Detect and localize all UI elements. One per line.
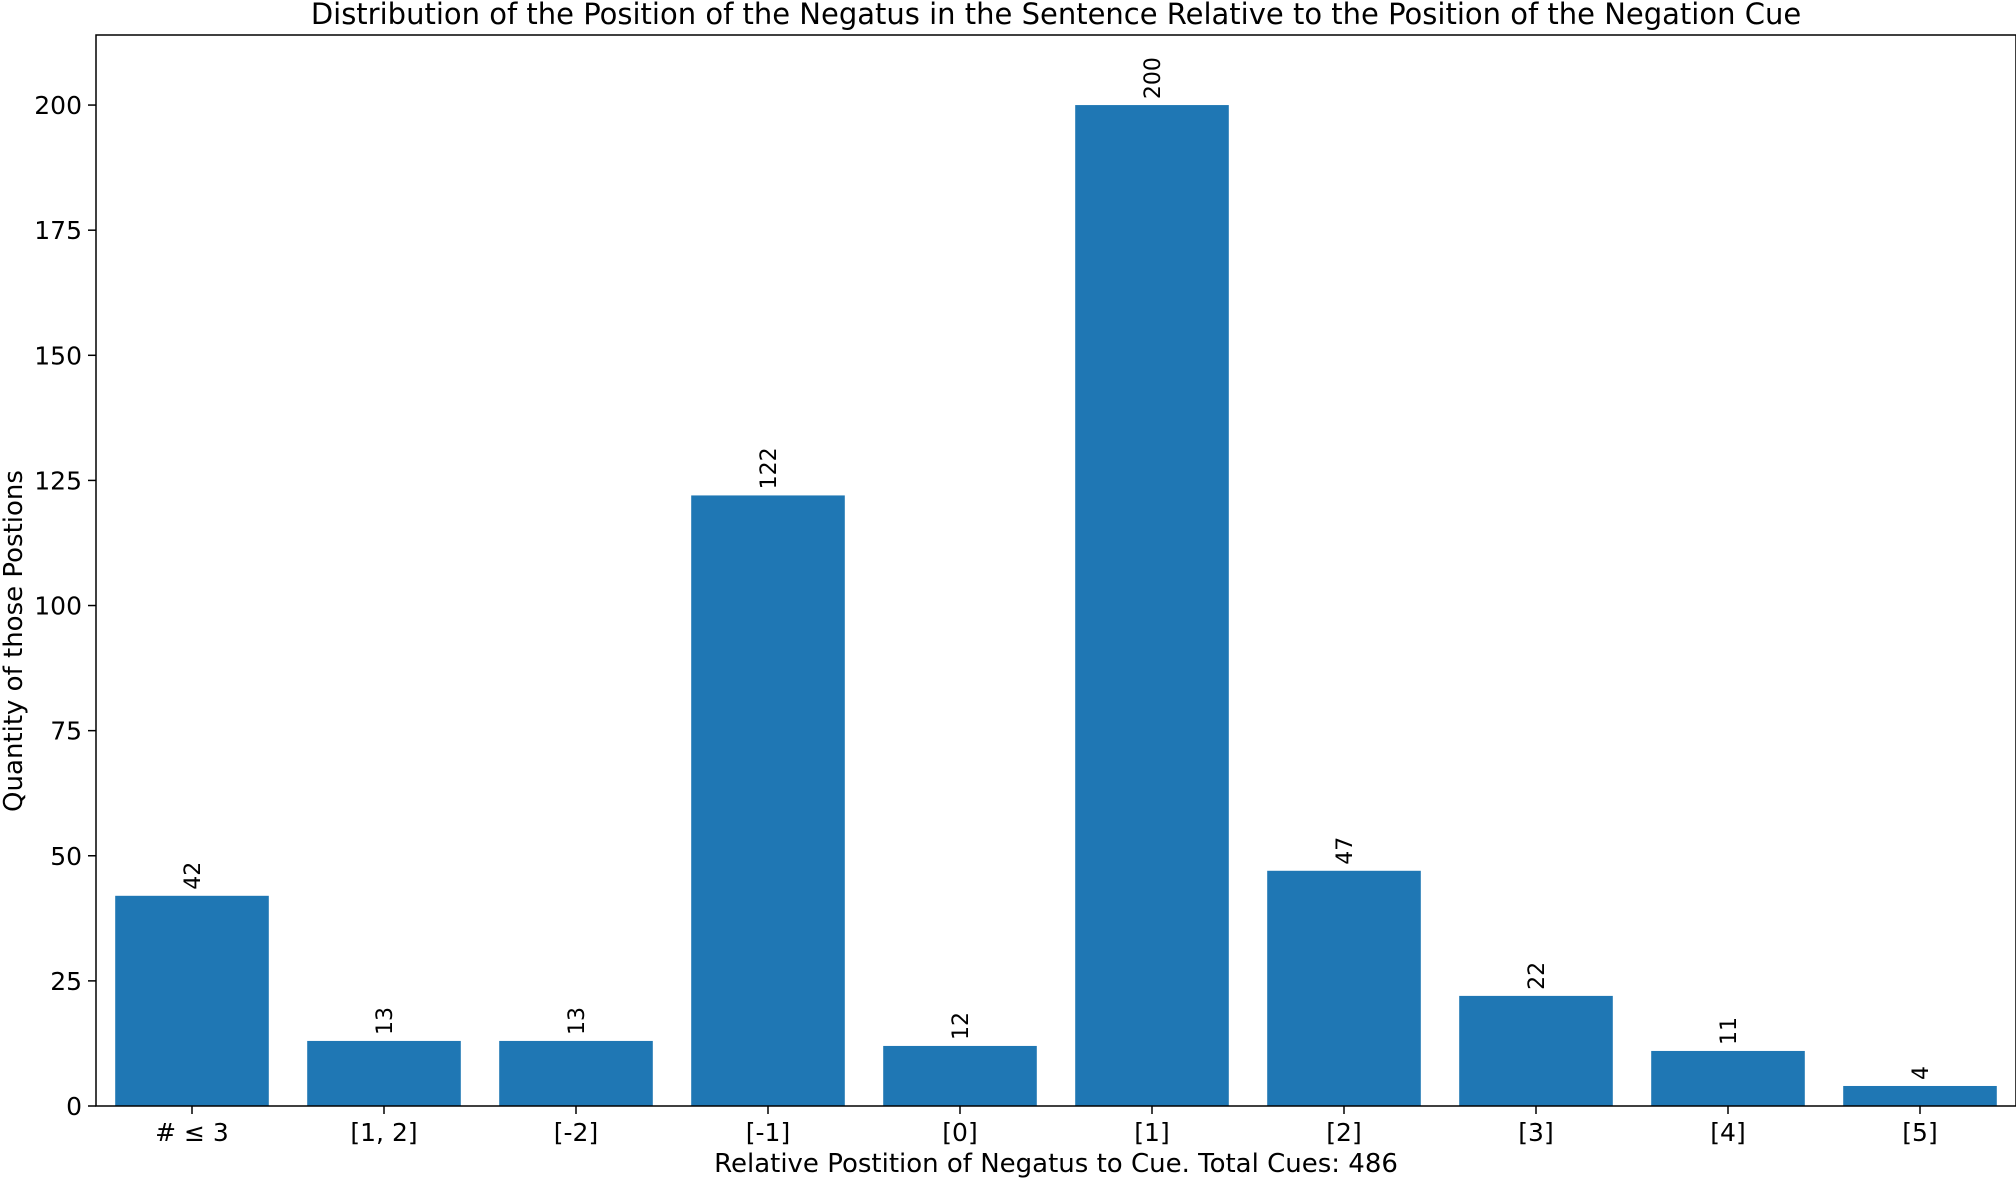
- y-tick-label: 200: [34, 91, 82, 120]
- x-tick-label: [-2]: [554, 1118, 598, 1147]
- y-axis-ticks: 0 25 50 75 100 125 150 175 200: [34, 91, 96, 1121]
- bar: [1075, 105, 1229, 1106]
- bar-value-label: 200: [1141, 57, 1166, 99]
- x-axis-label: Relative Postition of Negatus to Cue. To…: [714, 1149, 1398, 1178]
- bar-value-label: 13: [565, 1007, 590, 1035]
- bar: [883, 1045, 1037, 1106]
- bar-value-label: 4: [1909, 1066, 1934, 1080]
- bar: [1459, 995, 1613, 1106]
- bar: [499, 1040, 653, 1106]
- y-tick-label: 175: [34, 216, 82, 245]
- plot-frame: [95, 34, 2016, 1107]
- x-tick-label: [1]: [1134, 1118, 1169, 1147]
- y-tick-label: 0: [66, 1092, 82, 1121]
- chart-title: Distribution of the Position of the Nega…: [311, 0, 1801, 31]
- y-tick-label: 50: [50, 842, 82, 871]
- y-tick-label: 25: [50, 967, 82, 996]
- bar: [115, 895, 269, 1106]
- y-tick-label: 100: [34, 592, 82, 621]
- bar: [307, 1040, 461, 1106]
- y-tick-label: 150: [34, 341, 82, 370]
- x-axis-ticks: # ≤ 3 [1, 2] [-2] [-1] [0] [1] [2] [3] [4] [5]: [155, 1106, 1938, 1147]
- bar: [691, 495, 845, 1106]
- bar-value-label: 22: [1525, 962, 1550, 990]
- x-tick-label: [2]: [1326, 1118, 1361, 1147]
- x-tick-label: # ≤ 3: [155, 1118, 229, 1147]
- bar: [1843, 1085, 1997, 1106]
- bar: [1651, 1050, 1805, 1106]
- y-axis-label: Quantity of those Postions: [0, 470, 29, 812]
- bar-value-label: 13: [373, 1007, 398, 1035]
- bar-value-label: 11: [1717, 1017, 1742, 1045]
- y-tick-label: 125: [34, 466, 82, 495]
- x-tick-label: [3]: [1518, 1118, 1553, 1147]
- x-tick-label: [-1]: [746, 1118, 790, 1147]
- x-tick-label: [4]: [1710, 1118, 1745, 1147]
- x-tick-label: [5]: [1902, 1118, 1937, 1147]
- bar-value-label: 122: [757, 447, 782, 489]
- x-tick-label: [1, 2]: [350, 1118, 417, 1147]
- y-tick-label: 75: [50, 717, 82, 746]
- bar-value-label: 47: [1333, 837, 1358, 865]
- data-labels-layer: 42 13 13 122 12 200 47 22 11 4: [181, 57, 1934, 1080]
- bars-layer: [115, 105, 1997, 1106]
- x-tick-label: [0]: [942, 1118, 977, 1147]
- bar: [1267, 870, 1421, 1106]
- bar-value-label: 12: [949, 1012, 974, 1040]
- bar-value-label: 42: [181, 862, 206, 890]
